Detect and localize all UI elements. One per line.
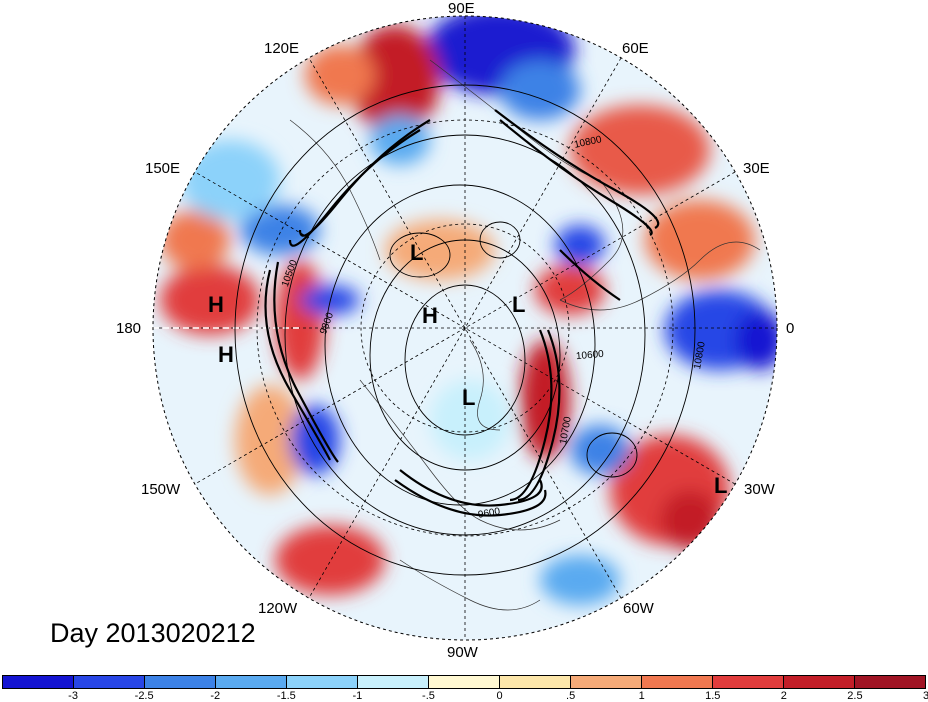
anomaly-shading <box>153 16 777 640</box>
lon-label-120e: 120E <box>264 40 300 57</box>
low-pressure-label: L <box>512 292 526 317</box>
lon-label-120w: 120W <box>258 600 298 617</box>
colorbar-tick-label: -1 <box>352 690 363 702</box>
lon-label-60w: 60W <box>623 600 654 617</box>
colorbar-tick-label: -2 <box>210 690 221 702</box>
colorbar-segment <box>3 676 74 688</box>
colorbar <box>2 675 926 689</box>
colorbar-segment <box>145 676 216 688</box>
colorbar-segment <box>500 676 571 688</box>
colorbar-segment <box>429 676 500 688</box>
colorbar-tick-label: 2.5 <box>847 690 863 702</box>
map-boundary <box>152 15 778 641</box>
colorbar-tick-label: -2.5 <box>134 690 154 702</box>
colorbar-segment <box>358 676 429 688</box>
colorbar-segment <box>713 676 784 688</box>
colorbar-segment <box>642 676 713 688</box>
geopotential-contours <box>234 84 696 576</box>
lon-label-150w: 150W <box>141 481 181 498</box>
lon-label-30e: 30E <box>743 160 770 177</box>
lon-label-90w: 90W <box>447 644 478 661</box>
lon-label-60e: 60E <box>622 40 649 57</box>
colorbar-tick-label: 1 <box>638 690 645 702</box>
colorbar-tick-label: -.5 <box>422 690 435 702</box>
lon-label-0: 0 <box>786 320 795 337</box>
colorbar-segment <box>855 676 925 688</box>
colorbar-tick-label: -3 <box>68 690 78 702</box>
lon-label-150e: 150E <box>145 160 181 177</box>
lon-label-90e: 90E <box>448 0 475 17</box>
lon-label-30w: 30W <box>744 481 775 498</box>
high-pressure-label: H <box>422 303 438 328</box>
colorbar-tick-label: -1.5 <box>276 690 296 702</box>
colorbar-segment <box>216 676 287 688</box>
colorbar-tick-label: .5 <box>566 690 576 702</box>
colorbar-tick-label: 0 <box>496 690 503 702</box>
colorbar-segment <box>784 676 855 688</box>
low-pressure-label: L <box>714 473 728 498</box>
colorbar-segment <box>74 676 145 688</box>
colorbar-segment <box>287 676 358 688</box>
coastlines <box>289 59 761 611</box>
high-pressure-label: H <box>208 292 224 317</box>
low-pressure-label: L <box>462 385 476 410</box>
colorbar-tick-label: 1.5 <box>705 690 721 702</box>
map-title: Day 2013020212 <box>50 618 256 648</box>
high-pressure-label: H <box>218 342 234 367</box>
colorbar-segment <box>571 676 642 688</box>
colorbar-tick-label: 3 <box>922 690 928 702</box>
low-pressure-label: L <box>410 240 424 265</box>
colorbar-tick-label: 2 <box>780 690 787 702</box>
lon-label-180: 180 <box>116 320 142 337</box>
